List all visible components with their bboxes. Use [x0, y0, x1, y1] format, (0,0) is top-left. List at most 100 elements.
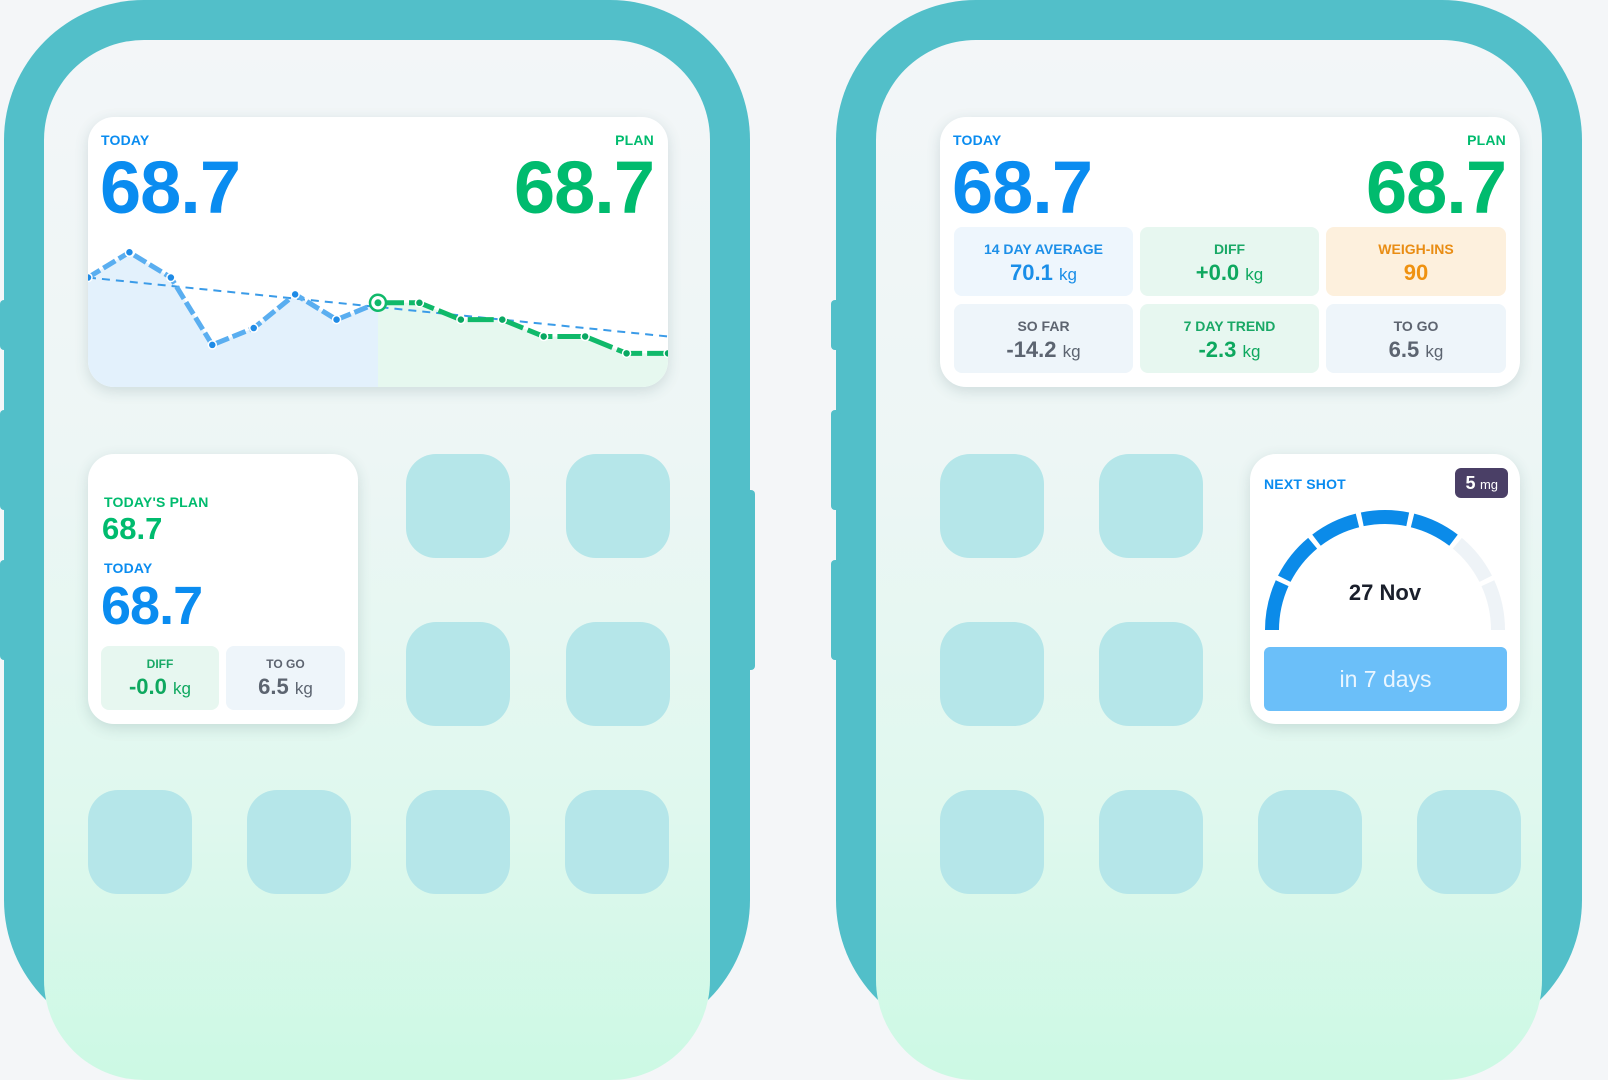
tile-label: SO FAR [1017, 318, 1070, 334]
tile-unit: kg [1058, 265, 1077, 284]
today-label: TODAY [101, 132, 150, 148]
tile-value: 6.5 [1388, 337, 1420, 362]
dose-value: 5 [1465, 473, 1476, 493]
app-icon[interactable] [566, 622, 670, 726]
app-icon[interactable] [940, 622, 1044, 726]
gauge-segment-empty [1481, 580, 1505, 631]
side-button [0, 560, 10, 660]
app-icon[interactable] [1258, 790, 1362, 894]
today-value-small: 68.7 [101, 576, 203, 636]
app-icon[interactable] [1099, 454, 1203, 558]
phone-left: TODAY 68.7 PLAN 68.7 TODAY'S PLAN 68.7 T… [4, 0, 750, 1080]
side-button [831, 410, 841, 510]
tile-value: 90 [1403, 260, 1429, 285]
tile-unit: kg [1242, 342, 1261, 361]
side-button [0, 300, 10, 350]
diff-tile-small: DIFF -0.0 kg [101, 646, 219, 710]
tile-label: 14 DAY AVERAGE [983, 241, 1104, 257]
side-button [831, 300, 841, 350]
app-icon[interactable] [566, 454, 670, 558]
actual-point [331, 314, 342, 325]
plan-area [378, 302, 668, 387]
plan-point [456, 314, 466, 325]
plan-point [414, 298, 425, 308]
to-go-label: TO GO [266, 657, 305, 671]
today-label: TODAY [953, 132, 1002, 148]
diff-label: DIFF [146, 657, 174, 671]
home-screen-right: TODAY 68.7 PLAN 68.7 14 DAY AVERAGE 70.1… [876, 40, 1542, 1080]
plan-point [621, 348, 632, 359]
app-icon[interactable] [1417, 790, 1521, 894]
phone-right: TODAY 68.7 PLAN 68.7 14 DAY AVERAGE 70.1… [836, 0, 1582, 1080]
app-icon[interactable] [565, 790, 669, 894]
diff-value: -0.0 [128, 674, 167, 699]
to-go-tile-small: TO GO 6.5 kg [226, 646, 345, 710]
actual-weight-line [88, 249, 379, 348]
app-icon[interactable] [1099, 622, 1203, 726]
weight-stats-widget[interactable]: TODAY 68.7 PLAN 68.7 14 DAY AVERAGE 70.1… [940, 117, 1520, 387]
plan-label: PLAN [615, 132, 654, 148]
average-tile: 14 DAY AVERAGE 70.1 kg [954, 227, 1133, 296]
dose-unit: mg [1479, 477, 1498, 492]
today-plan-widget[interactable]: TODAY'S PLAN 68.7 TODAY 68.7 DIFF -0.0 k… [88, 454, 358, 724]
side-button [0, 410, 10, 510]
so-far-tile: SO FAR -14.2 kg [954, 304, 1133, 373]
shot-countdown-gauge [1265, 510, 1505, 631]
today-value: 68.7 [100, 146, 241, 229]
app-icon[interactable] [940, 454, 1044, 558]
plan-label: PLAN [1467, 132, 1506, 148]
diff-tile: DIFF +0.0 kg [1140, 227, 1319, 296]
plan-point [663, 348, 668, 359]
actual-point [88, 272, 93, 283]
today-value: 68.7 [952, 146, 1093, 229]
to-go-value: 6.5 [258, 674, 289, 699]
weigh-ins-tile: WEIGH-INS 90 [1326, 227, 1506, 296]
next-shot-widget[interactable]: NEXT SHOT 5 mg 27 Nov in 7 days [1250, 454, 1520, 724]
actual-area [88, 252, 378, 387]
actual-point [166, 272, 176, 283]
tile-label: WEIGH-INS [1378, 241, 1454, 257]
side-button [831, 560, 841, 660]
to-go-unit: kg [294, 679, 313, 698]
actual-point [248, 323, 259, 333]
app-icon[interactable] [247, 790, 351, 894]
next-shot-date: 27 Nov [1348, 580, 1422, 605]
tile-value: -2.3 [1198, 337, 1237, 362]
plan-value: 68.7 [513, 146, 655, 229]
actual-point [124, 247, 135, 258]
app-icon[interactable] [88, 790, 192, 894]
app-icon[interactable] [940, 790, 1044, 894]
plan-weight-line [378, 300, 668, 356]
plan-point [497, 314, 508, 325]
to-go-tile: TO GO 6.5 kg [1326, 304, 1506, 373]
gauge-segment-filled [1410, 513, 1458, 546]
tile-label: 7 DAY TREND [1183, 318, 1276, 334]
gauge-segment-filled [1265, 580, 1289, 631]
tile-value: +0.0 [1195, 260, 1240, 285]
tile-value: 70.1 [1010, 260, 1053, 285]
tile-unit: kg [1425, 342, 1444, 361]
next-shot-label: NEXT SHOT [1264, 476, 1346, 492]
countdown-button[interactable]: in 7 days [1264, 647, 1507, 711]
today-label-small: TODAY [104, 560, 153, 576]
app-icon[interactable] [406, 454, 510, 558]
home-screen-left: TODAY 68.7 PLAN 68.7 TODAY'S PLAN 68.7 T… [44, 40, 710, 1080]
side-button [745, 490, 755, 670]
gauge-segment-filled [1312, 513, 1360, 546]
current-point [374, 299, 382, 307]
plan-value: 68.7 [1365, 146, 1507, 229]
gauge-segment-filled [1360, 510, 1410, 527]
app-icon[interactable] [406, 790, 510, 894]
plan-point [580, 331, 590, 342]
tile-unit: kg [1062, 342, 1081, 361]
trend-tile: 7 DAY TREND -2.3 kg [1140, 304, 1319, 373]
app-icon[interactable] [1099, 790, 1203, 894]
weight-chart-widget[interactable]: TODAY 68.7 PLAN 68.7 [88, 117, 668, 387]
plan-point [538, 331, 549, 342]
tile-unit: kg [1245, 265, 1264, 284]
tile-label: TO GO [1393, 318, 1439, 334]
dose-badge: 5 mg [1455, 468, 1508, 498]
gauge-segment-filled [1278, 537, 1318, 583]
diff-unit: kg [173, 679, 191, 698]
app-icon[interactable] [406, 622, 510, 726]
